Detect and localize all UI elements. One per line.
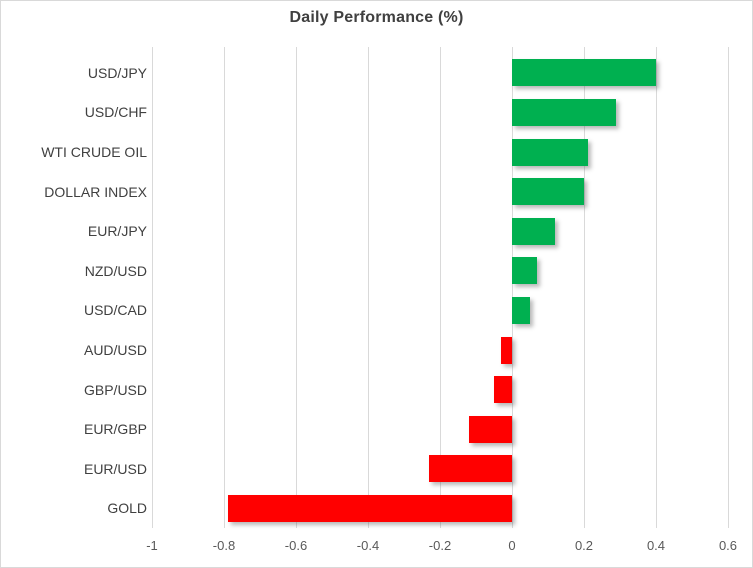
chart-bar-eur-usd: [429, 455, 512, 482]
x-tick-label: -0.2: [428, 538, 452, 553]
chart-bar-gbp-usd: [494, 376, 512, 403]
gridline-x--0.8: [224, 47, 225, 528]
x-tick-label: 0.4: [646, 538, 666, 553]
gridline-x-0.6: [728, 47, 729, 528]
x-tick-label: -0.6: [284, 538, 308, 553]
x-tick-label: 0.2: [574, 538, 594, 553]
category-label-aud-usd: AUD/USD: [83, 342, 147, 358]
category-label-usd-jpy: USD/JPY: [87, 65, 147, 81]
category-label-gold: GOLD: [107, 500, 147, 516]
x-tick-label: 0: [508, 538, 516, 553]
x-tick-label: -0.4: [356, 538, 380, 553]
chart-bar-gold: [228, 495, 512, 522]
chart-bar-usd-cad: [512, 297, 530, 324]
category-label-eur-usd: EUR/USD: [83, 461, 147, 477]
chart-bar-eur-jpy: [512, 218, 555, 245]
x-tick-label: -0.8: [212, 538, 236, 553]
gridline-x--0.2: [440, 47, 441, 528]
category-label-gbp-usd: GBP/USD: [83, 382, 147, 398]
chart-bar-aud-usd: [501, 337, 512, 364]
category-label-usd-cad: USD/CAD: [83, 302, 147, 318]
category-label-nzd-usd: NZD/USD: [84, 263, 147, 279]
chart-bar-eur-gbp: [469, 416, 512, 443]
gridline-x--0.6: [296, 47, 297, 528]
gridline-x-0: [512, 47, 513, 528]
category-label-eur-gbp: EUR/GBP: [83, 421, 147, 437]
category-label-usd-chf: USD/CHF: [84, 104, 147, 120]
chart-bar-usd-chf: [512, 99, 616, 126]
x-tick-label: -1: [146, 538, 158, 553]
gridline-x--0.4: [368, 47, 369, 528]
gridline-x--1: [152, 47, 153, 528]
chart-bar-usd-jpy: [512, 59, 656, 86]
chart-bar-nzd-usd: [512, 257, 537, 284]
gridline-x-0.2: [584, 47, 585, 528]
category-label-dollar-index: DOLLAR INDEX: [44, 184, 147, 200]
chart-bar-wti-crude-oil: [512, 139, 588, 166]
category-label-eur-jpy: EUR/JPY: [87, 223, 147, 239]
x-tick-label: 0.6: [718, 538, 738, 553]
chart-title: Daily Performance (%): [289, 9, 464, 26]
category-label-wti-crude-oil: WTI CRUDE OIL: [41, 144, 147, 160]
chart-bar-dollar-index: [512, 178, 584, 205]
gridline-x-0.4: [656, 47, 657, 528]
